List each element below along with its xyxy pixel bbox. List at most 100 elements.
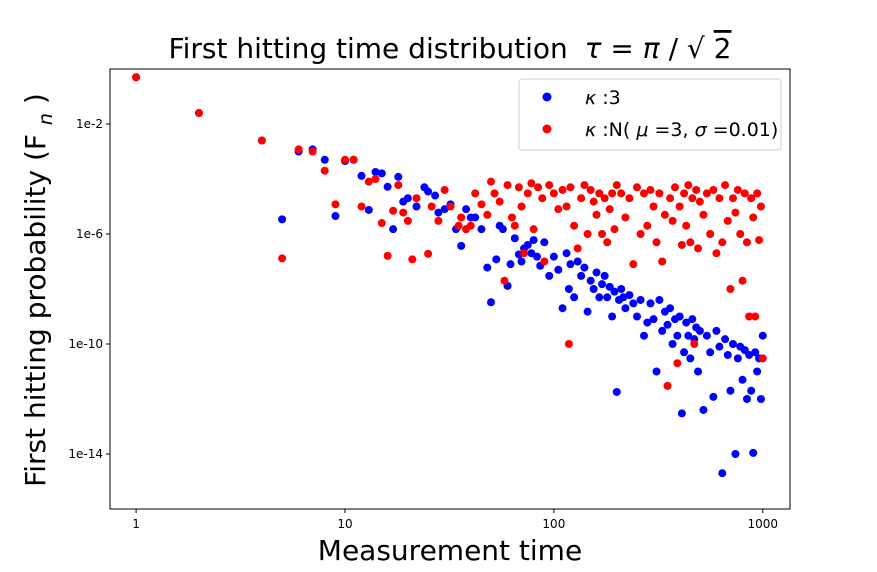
data-point-kappa-normal-58 xyxy=(577,194,586,203)
data-point-kappa-3-113 xyxy=(726,386,735,395)
data-point-kappa-normal-116 xyxy=(738,276,747,285)
data-point-kappa-3-33 xyxy=(487,298,495,307)
data-point-kappa-normal-15 xyxy=(389,206,398,215)
data-point-kappa-normal-42 xyxy=(520,249,529,258)
data-point-kappa-normal-72 xyxy=(617,189,626,198)
x-tick-label-1000: 1000 xyxy=(748,517,779,531)
data-point-kappa-normal-17 xyxy=(399,208,408,217)
data-point-kappa-normal-57 xyxy=(573,244,582,253)
data-point-kappa-normal-70 xyxy=(610,225,619,234)
data-point-kappa-normal-73 xyxy=(621,213,630,222)
data-point-kappa-normal-30 xyxy=(471,189,480,198)
data-point-kappa-normal-38 xyxy=(507,213,516,222)
data-point-kappa-normal-82 xyxy=(652,238,661,247)
data-point-kappa-3-76 xyxy=(625,291,634,300)
data-point-kappa-3-30 xyxy=(471,213,480,222)
legend-label-kappa-3-rest: :3 xyxy=(602,87,621,109)
data-point-kappa-normal-69 xyxy=(608,189,617,198)
data-point-kappa-3-64 xyxy=(595,293,604,302)
data-point-kappa-3-28 xyxy=(462,205,471,214)
y-axis-ticks: 1e-2 1e-6 1e-10 1e-14 xyxy=(68,117,110,461)
data-point-kappa-normal-119 xyxy=(745,312,754,321)
data-point-kappa-normal-120 xyxy=(747,194,756,203)
data-point-kappa-normal-32 xyxy=(483,210,492,219)
data-point-kappa-normal-7 xyxy=(331,200,340,209)
data-point-kappa-normal-10 xyxy=(357,202,366,211)
data-point-kappa-3-51 xyxy=(554,265,563,274)
chart-title-pi: π xyxy=(643,32,661,65)
data-point-kappa-3-123 xyxy=(749,448,758,457)
data-point-kappa-normal-60 xyxy=(583,230,592,238)
data-point-kappa-normal-51 xyxy=(554,205,563,214)
data-point-kappa-3-78 xyxy=(633,312,642,321)
data-point-kappa-normal-118 xyxy=(742,238,751,247)
legend-label-kappa-normal: κ :N( μ =3, σ =0.01) xyxy=(585,119,778,141)
data-point-kappa-3-15 xyxy=(389,225,398,234)
data-point-kappa-normal-67 xyxy=(603,238,612,247)
data-point-kappa-normal-56 xyxy=(570,221,579,230)
data-point-kappa-3-14 xyxy=(383,182,392,191)
data-point-kappa-normal-11 xyxy=(364,177,373,186)
data-point-kappa-3-62 xyxy=(589,285,598,293)
legend-label-kappa-normal-sigma: σ xyxy=(695,119,708,141)
chart-title: First hitting time distribution τ = π / … xyxy=(169,32,732,65)
data-point-kappa-normal-106 xyxy=(712,249,721,258)
data-point-kappa-normal-39 xyxy=(510,221,519,230)
chart-title-slash: / xyxy=(669,32,679,65)
data-point-kappa-3-46 xyxy=(532,252,541,261)
data-point-kappa-3-11 xyxy=(364,205,373,214)
data-point-kappa-normal-87 xyxy=(666,194,675,203)
data-point-kappa-normal-115 xyxy=(736,230,745,238)
y-axis-label: First hitting probability (F n ) xyxy=(19,93,59,487)
data-point-kappa-3-34 xyxy=(492,255,501,264)
legend-label-kappa-normal-symbol: κ xyxy=(585,119,597,141)
data-point-kappa-3-66 xyxy=(600,271,609,280)
data-point-kappa-3-65 xyxy=(598,280,607,289)
data-point-kappa-normal-112 xyxy=(728,194,737,203)
data-point-kappa-normal-49 xyxy=(545,181,554,190)
chart-title-tau: τ xyxy=(585,32,602,65)
data-point-kappa-normal-110 xyxy=(723,216,732,225)
data-point-kappa-3-70 xyxy=(610,287,619,296)
data-point-kappa-normal-97 xyxy=(688,194,697,203)
data-point-kappa-3-54 xyxy=(564,285,573,293)
data-point-kappa-normal-83 xyxy=(655,189,664,198)
data-point-kappa-normal-74 xyxy=(625,194,634,203)
data-point-kappa-3-104 xyxy=(699,405,708,414)
data-point-kappa-3-114 xyxy=(728,340,737,348)
data-point-kappa-normal-12 xyxy=(371,175,380,183)
data-point-kappa-normal-21 xyxy=(424,249,433,258)
data-point-kappa-normal-6 xyxy=(320,166,329,175)
data-point-kappa-normal-50 xyxy=(549,189,558,198)
data-point-kappa-3-95 xyxy=(680,348,689,357)
data-point-kappa-3-21 xyxy=(424,187,433,196)
data-point-kappa-normal-61 xyxy=(586,185,595,194)
data-point-kappa-normal-114 xyxy=(733,185,742,194)
data-point-kappa-normal-84 xyxy=(658,257,667,266)
data-point-kappa-normal-76 xyxy=(633,183,642,192)
data-point-kappa-3-41 xyxy=(517,257,526,266)
data-point-kappa-normal-125 xyxy=(756,202,765,211)
data-point-kappa-3-116 xyxy=(733,354,742,363)
data-point-kappa-3-110 xyxy=(718,469,727,478)
data-point-kappa-normal-55 xyxy=(566,183,575,192)
data-point-kappa-normal-123 xyxy=(753,189,762,198)
data-point-kappa-3-115 xyxy=(731,450,740,458)
x-axis-label: Measurement time xyxy=(318,534,582,567)
data-point-kappa-3-19 xyxy=(412,202,421,211)
data-point-kappa-3-60 xyxy=(583,307,592,316)
chart-title-text: First hitting time distribution xyxy=(169,32,568,65)
data-point-kappa-normal-52 xyxy=(558,185,567,194)
data-point-kappa-3-58 xyxy=(577,271,586,280)
data-point-kappa-3-127 xyxy=(756,395,765,403)
data-point-kappa-normal-117 xyxy=(740,189,749,198)
data-point-kappa-normal-105 xyxy=(709,185,718,194)
data-point-kappa-3-6 xyxy=(320,155,329,164)
data-point-kappa-3-56 xyxy=(570,293,579,302)
data-point-kappa-3-128 xyxy=(758,331,767,340)
data-point-kappa-normal-34 xyxy=(490,189,499,198)
data-point-kappa-3-13 xyxy=(377,169,386,178)
data-point-kappa-normal-37 xyxy=(503,181,512,190)
